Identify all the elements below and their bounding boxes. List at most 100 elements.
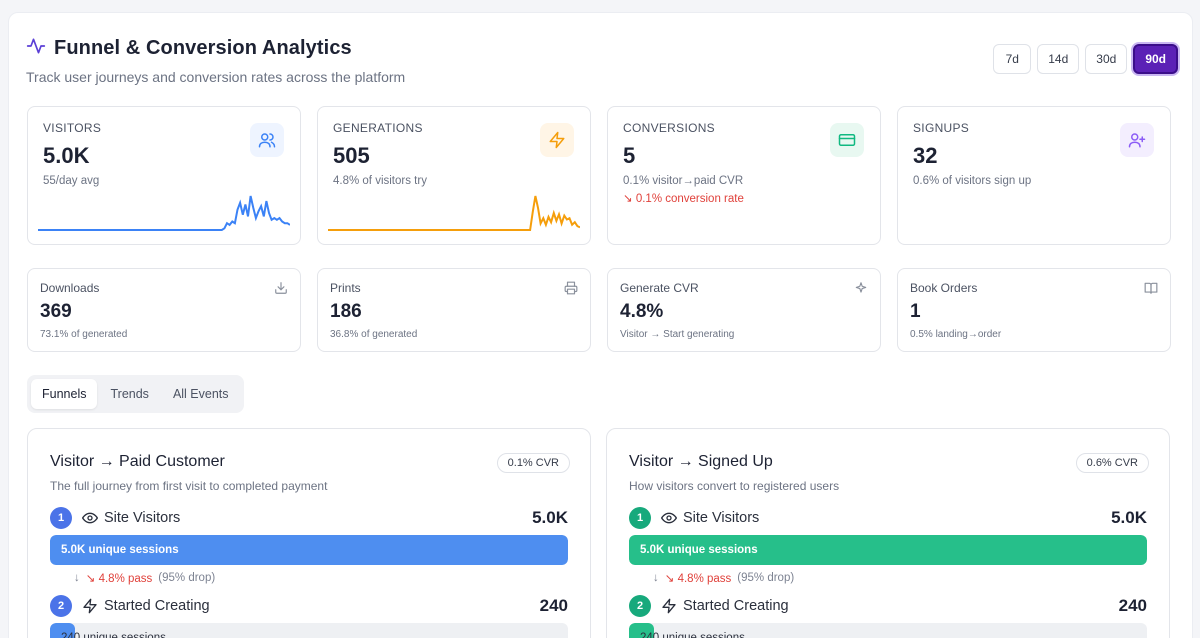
step-name: Started Creating bbox=[82, 598, 210, 614]
step-number: 1 bbox=[50, 507, 72, 529]
step-bar-label: 240 unique sessions bbox=[61, 632, 166, 638]
funnel-step: 1 Site Visitors 5.0K bbox=[50, 507, 568, 529]
sparkle-icon bbox=[855, 282, 867, 293]
step-count: 5.0K bbox=[1111, 508, 1147, 527]
kpi-label: VISITORS bbox=[43, 121, 102, 135]
step-label: Site Visitors bbox=[683, 510, 760, 526]
tab-all-events[interactable]: All Events bbox=[172, 387, 229, 401]
date-range-selector: 7d 14d 30d 90d bbox=[993, 44, 1178, 74]
step-bar: 5.0K unique sessions bbox=[50, 535, 568, 565]
funnel-step: 2 Started Creating 240 bbox=[629, 595, 1147, 617]
activity-icon bbox=[26, 36, 46, 61]
funnel-title: Visitor → Signed Up bbox=[629, 453, 773, 470]
stat-label: Book Orders bbox=[910, 281, 978, 295]
arrow-down-icon: ↓ bbox=[653, 572, 659, 584]
range-button-7d[interactable]: 7d bbox=[993, 44, 1032, 74]
stat-value: 4.8% bbox=[620, 301, 664, 322]
funnel-step: 1 Site Visitors 5.0K bbox=[629, 507, 1147, 529]
kpi-value: 5.0K bbox=[43, 143, 90, 168]
kpi-row: VISITORS 5.0K 55/day avg GENERATIONS 505… bbox=[27, 106, 1171, 245]
tab-trends[interactable]: Trends bbox=[110, 387, 149, 401]
step-bar-fill bbox=[50, 535, 568, 565]
kpi-sub: 55/day avg bbox=[43, 175, 100, 187]
step-label: Site Visitors bbox=[104, 510, 181, 526]
user-plus-icon bbox=[1120, 123, 1154, 157]
stat-sub: 36.8% of generated bbox=[330, 329, 418, 340]
step-number: 2 bbox=[50, 595, 72, 617]
stat-label: Generate CVR bbox=[620, 281, 699, 295]
page-subtitle: Track user journeys and conversion rates… bbox=[26, 69, 406, 85]
step-bar: 5.0K unique sessions bbox=[629, 535, 1147, 565]
kpi-sub: 4.8% of visitors try bbox=[333, 175, 427, 187]
kpi-sub: 0.6% of visitors sign up bbox=[913, 175, 1032, 187]
funnel-card-signed-up: Visitor → Signed Up How visitors convert… bbox=[606, 428, 1170, 638]
view-tabs: Funnels Trends All Events bbox=[27, 375, 244, 413]
step-label: Started Creating bbox=[104, 598, 210, 614]
pass-rate: ↘ 4.8% pass bbox=[664, 573, 732, 585]
kpi-sub: 0.1% visitor→paid CVR bbox=[623, 175, 744, 187]
step-bar-fill bbox=[50, 623, 75, 638]
kpi-card-signups: SIGNUPS 32 0.6% of visitors sign up bbox=[897, 106, 1171, 245]
step-bar-fill bbox=[629, 535, 1147, 565]
step-number: 2 bbox=[629, 595, 651, 617]
range-button-90d[interactable]: 90d bbox=[1133, 44, 1178, 74]
funnel-description: The full journey from first visit to com… bbox=[50, 479, 328, 493]
step-bar: 240 unique sessions bbox=[629, 623, 1147, 638]
stat-sub: 73.1% of generated bbox=[40, 329, 128, 340]
stat-label: Downloads bbox=[40, 281, 100, 295]
mini-stats-row: Downloads 369 73.1% of generated Prints … bbox=[27, 268, 1171, 352]
stat-value: 369 bbox=[40, 301, 72, 322]
step-bar-label: 5.0K unique sessions bbox=[61, 544, 179, 556]
step-transition: ↓ ↘ 4.8% pass (95% drop) bbox=[653, 571, 794, 585]
credit-card-icon bbox=[830, 123, 864, 157]
drop-rate: (95% drop) bbox=[737, 572, 795, 584]
step-transition: ↓ ↘ 4.8% pass (95% drop) bbox=[74, 571, 215, 585]
step-label: Started Creating bbox=[683, 598, 789, 614]
funnel-title: Visitor → Paid Customer bbox=[50, 453, 225, 470]
visitors-sparkline bbox=[38, 195, 290, 231]
kpi-trend: ↘ 0.1% conversion rate bbox=[623, 193, 744, 205]
step-bar-label: 5.0K unique sessions bbox=[640, 544, 758, 556]
stat-sub: 0.5% landing→order bbox=[910, 329, 1002, 340]
eye-icon bbox=[82, 512, 98, 524]
kpi-value: 5 bbox=[623, 143, 636, 168]
generations-sparkline bbox=[328, 195, 580, 231]
step-name: Site Visitors bbox=[82, 510, 180, 526]
kpi-label: CONVERSIONS bbox=[623, 121, 715, 135]
stat-label: Prints bbox=[330, 281, 361, 295]
eye-icon bbox=[661, 512, 677, 524]
step-count: 240 bbox=[539, 596, 568, 615]
step-bar-label: 240 unique sessions bbox=[640, 632, 745, 638]
cvr-badge: 0.6% CVR bbox=[1075, 453, 1149, 473]
lightning-icon bbox=[540, 123, 574, 157]
kpi-card-conversions: CONVERSIONS 5 0.1% visitor→paid CVR ↘ 0.… bbox=[607, 106, 881, 245]
step-name: Site Visitors bbox=[661, 510, 759, 526]
step-count: 240 bbox=[1118, 596, 1147, 615]
download-icon bbox=[275, 282, 287, 294]
tab-funnels[interactable]: Funnels bbox=[31, 379, 98, 409]
page-header: Funnel & Conversion Analytics Track user… bbox=[26, 36, 1176, 85]
step-bar: 240 unique sessions bbox=[50, 623, 568, 638]
stat-sub: Visitor → Start generating bbox=[620, 329, 735, 340]
range-button-30d[interactable]: 30d bbox=[1085, 44, 1128, 74]
stat-card-prints: Prints 186 36.8% of generated bbox=[317, 268, 591, 352]
kpi-value: 32 bbox=[913, 143, 938, 168]
funnel-step: 2 Started Creating 240 bbox=[50, 595, 568, 617]
kpi-card-generations: GENERATIONS 505 4.8% of visitors try bbox=[317, 106, 591, 245]
step-count: 5.0K bbox=[532, 508, 568, 527]
cvr-badge: 0.1% CVR bbox=[496, 453, 570, 473]
drop-rate: (95% drop) bbox=[158, 572, 216, 584]
stat-card-generate-cvr: Generate CVR 4.8% Visitor → Start genera… bbox=[607, 268, 881, 352]
step-bar-fill bbox=[629, 623, 654, 638]
stat-card-downloads: Downloads 369 73.1% of generated bbox=[27, 268, 301, 352]
lightning-icon bbox=[662, 598, 676, 614]
kpi-card-visitors: VISITORS 5.0K 55/day avg bbox=[27, 106, 301, 245]
funnel-card-paid-customer: Visitor → Paid Customer The full journey… bbox=[27, 428, 591, 638]
arrow-down-icon: ↓ bbox=[74, 572, 80, 584]
page-title: Funnel & Conversion Analytics bbox=[54, 37, 352, 59]
funnel-description: How visitors convert to registered users bbox=[629, 479, 840, 493]
stat-value: 1 bbox=[910, 301, 921, 322]
step-number: 1 bbox=[629, 507, 651, 529]
printer-icon bbox=[564, 281, 578, 295]
range-button-14d[interactable]: 14d bbox=[1037, 44, 1080, 74]
